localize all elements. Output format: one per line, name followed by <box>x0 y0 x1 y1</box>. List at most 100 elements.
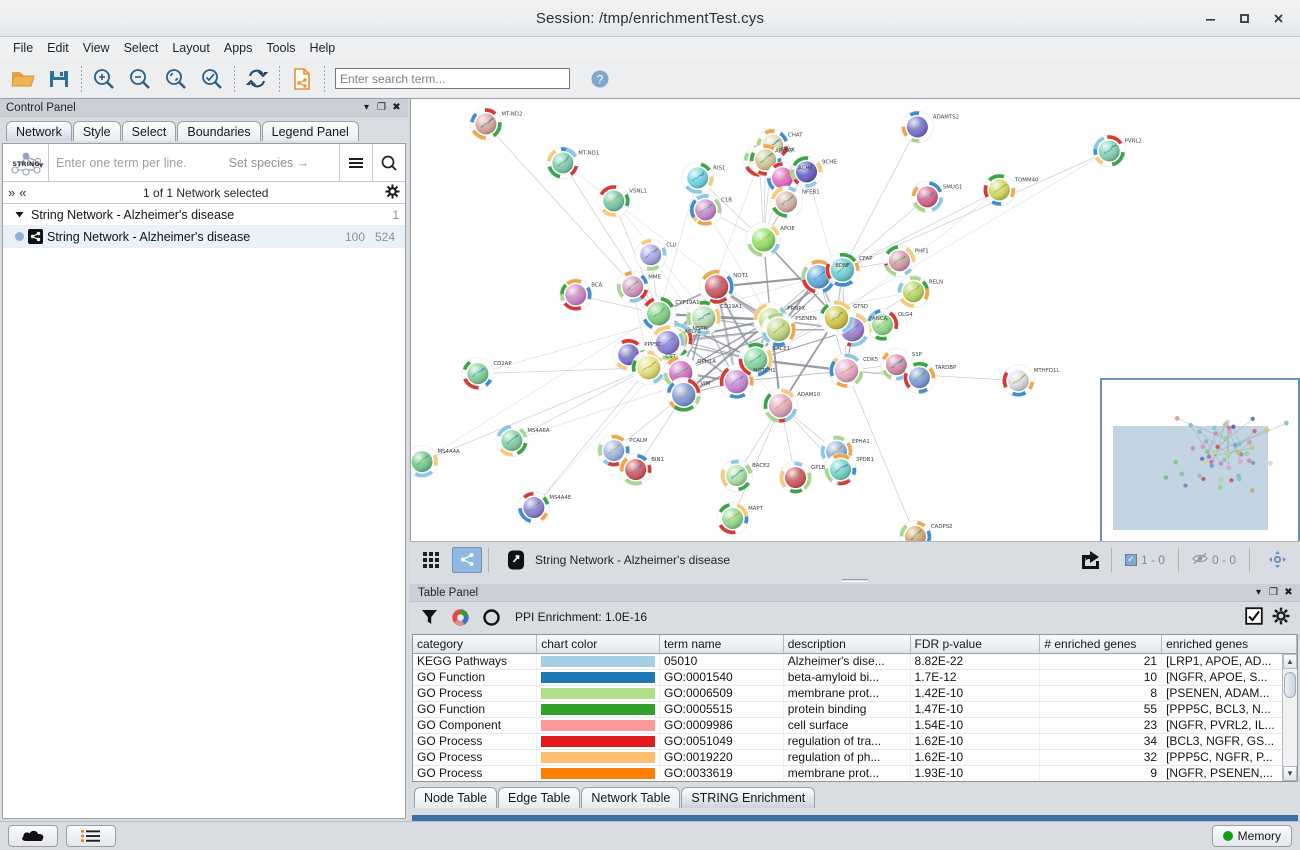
table-row[interactable]: GO Process GO:0019220 regulation of ph... 1… <box>413 749 1297 766</box>
table-row[interactable]: GO Process GO:0006509 membrane prot... 1.42… <box>413 685 1297 702</box>
task-list-icon[interactable] <box>66 825 116 847</box>
control-panel-maximize-icon[interactable]: ❐ <box>377 102 386 113</box>
node-enrichment-ring <box>496 424 512 437</box>
zoom-selected-icon[interactable] <box>194 62 230 96</box>
hidden-items-indicator[interactable]: 0 - 0 <box>1185 552 1243 568</box>
menu-edit[interactable]: Edit <box>47 41 69 55</box>
col-enriched-genes[interactable]: enriched genes <box>1161 635 1297 654</box>
refresh-icon[interactable] <box>239 62 275 96</box>
search-input[interactable] <box>335 68 570 89</box>
tab-node-table[interactable]: Node Table <box>414 787 498 808</box>
tab-edge-table[interactable]: Edge Table <box>498 787 581 808</box>
menu-help[interactable]: Help <box>309 41 336 55</box>
table-row[interactable]: GO Process GO:0050435beta-amyloid m...2.0… <box>413 781 1297 782</box>
control-panel-float-icon[interactable]: ▾ <box>363 102 370 113</box>
zoom-out-icon[interactable] <box>122 62 158 96</box>
set-species-link[interactable]: Set species → <box>228 155 310 170</box>
node-enrichment-ring <box>753 303 768 321</box>
table-row[interactable]: GO Function GO:0001540 beta-amyloid bi... 1… <box>413 669 1297 686</box>
cell-chart-color <box>536 669 660 686</box>
col-category[interactable]: category <box>413 635 538 654</box>
export-image-icon[interactable] <box>1075 547 1105 573</box>
zoom-in-icon[interactable] <box>86 62 122 96</box>
col-chart-color[interactable]: chart color <box>536 635 660 654</box>
selected-dot-icon <box>15 232 24 241</box>
tab-network-table[interactable]: Network Table <box>581 787 681 808</box>
zoom-fit-icon[interactable] <box>158 62 194 96</box>
node-enrichment-ring <box>744 464 753 475</box>
minimize-icon[interactable] <box>1194 4 1226 34</box>
tab-network[interactable]: Network <box>6 121 72 141</box>
table-row[interactable]: GO Process GO:0051049 regulation of tra...… <box>413 733 1297 750</box>
col-fdr-pvalue[interactable]: FDR p-value <box>910 635 1041 654</box>
enrichment-table-wrap[interactable]: category chart color term name descripti… <box>412 634 1298 782</box>
navigator-viewport[interactable] <box>1113 426 1268 530</box>
expand-all-icon[interactable]: « <box>19 185 27 200</box>
ring-chart-icon[interactable] <box>478 605 504 629</box>
menu-tools[interactable]: Tools <box>266 41 296 55</box>
cloud-icon[interactable] <box>8 825 58 847</box>
tab-legend-panel[interactable]: Legend Panel <box>261 121 359 141</box>
table-panel-float-icon[interactable]: ▾ <box>1255 587 1262 598</box>
expand-triangle-icon[interactable] <box>11 210 27 219</box>
grid-layout-icon[interactable] <box>416 547 446 573</box>
table-row[interactable]: KEGG Pathways 05010 Alzheimer's dise... 8.8… <box>413 653 1297 670</box>
table-panel-maximize-icon[interactable]: ❐ <box>1269 587 1278 598</box>
tab-select[interactable]: Select <box>121 121 177 141</box>
selected-nodes-indicator[interactable]: ✓ 1 - 0 <box>1118 553 1172 567</box>
magnifier-icon[interactable] <box>372 144 405 181</box>
string-network-tab-icon[interactable] <box>452 546 482 573</box>
open-in-new-icon[interactable] <box>501 547 531 573</box>
navigator-node <box>1190 446 1196 451</box>
menu-select[interactable]: Select <box>123 41 159 55</box>
memory-button[interactable]: Memory <box>1211 825 1292 847</box>
table-row[interactable]: GO Component GO:0009986 cell surface 1.54E-… <box>413 717 1297 734</box>
network-graph-canvas[interactable]: MT-ND2 MT-ND1 VSNL1 RIS1 C1B ABCA7 CHAT TRAK ACH… <box>411 99 1300 576</box>
network-tree-root-row[interactable]: String Network - Alzheimer's disease 1 <box>3 204 405 226</box>
collapse-all-icon[interactable]: » <box>8 185 16 200</box>
tab-string-enrichment[interactable]: STRING Enrichment <box>681 787 816 808</box>
save-icon[interactable] <box>41 62 77 96</box>
menu-apps[interactable]: Apps <box>223 41 253 55</box>
node-enrichment-ring <box>790 169 797 181</box>
table-row[interactable]: GO Process GO:0033619 membrane prot... 1.93… <box>413 765 1297 781</box>
network-tree-child-row[interactable]: String Network - Alzheimer's disease 100… <box>3 226 405 248</box>
string-logo-icon[interactable]: STRING ▼ <box>3 144 49 181</box>
scroll-down-icon[interactable]: ▼ <box>1283 766 1297 781</box>
string-search-input[interactable]: Enter one term per line. Set species → <box>49 144 339 181</box>
table-horizontal-scrollbar[interactable] <box>412 815 1298 821</box>
hamburger-icon[interactable] <box>339 144 372 181</box>
tab-style[interactable]: Style <box>72 121 121 141</box>
scroll-up-icon[interactable]: ▲ <box>1283 654 1297 669</box>
color-swatch <box>541 719 655 731</box>
gear-icon[interactable] <box>1272 607 1290 628</box>
pan-icon[interactable] <box>1262 547 1292 573</box>
col-description[interactable]: description <box>783 635 911 654</box>
table-row[interactable]: GO Function GO:0005515 protein binding 1.47… <box>413 701 1297 718</box>
open-folder-icon[interactable] <box>5 62 41 96</box>
scrollbar-thumb[interactable] <box>1284 672 1296 698</box>
table-vertical-scrollbar[interactable]: ▲ ▼ <box>1282 654 1297 781</box>
menu-view[interactable]: View <box>82 41 110 55</box>
gear-icon[interactable] <box>385 184 400 202</box>
memory-status-dot <box>1222 831 1233 841</box>
navigator-node <box>1197 429 1202 435</box>
help-icon[interactable]: ? <box>582 62 618 96</box>
col-term-name[interactable]: term name <box>659 635 784 654</box>
funnel-filter-icon[interactable] <box>416 605 442 629</box>
tab-boundaries[interactable]: Boundaries <box>177 121 261 141</box>
menu-file[interactable]: File <box>13 41 34 55</box>
node-enrichment-ring <box>726 275 734 295</box>
checkbox-checked-icon[interactable] <box>1245 606 1263 628</box>
close-icon[interactable] <box>1262 4 1294 34</box>
col-enriched-count[interactable]: # enriched genes <box>1039 635 1163 654</box>
chevron-down-icon[interactable]: ▼ <box>37 161 45 170</box>
donut-chart-color-icon[interactable] <box>447 605 473 629</box>
table-panel-close-icon[interactable]: ✖ <box>1284 587 1293 598</box>
vertical-splitter[interactable] <box>410 577 1300 584</box>
export-network-icon[interactable] <box>284 62 320 96</box>
menu-layout[interactable]: Layout <box>172 41 210 55</box>
network-view[interactable]: MT-ND2 MT-ND1 VSNL1 RIS1 C1B ABCA7 CHAT TRAK ACH… <box>410 99 1300 577</box>
control-panel-close-icon[interactable]: ✖ <box>392 102 401 113</box>
maximize-icon[interactable] <box>1228 4 1260 34</box>
